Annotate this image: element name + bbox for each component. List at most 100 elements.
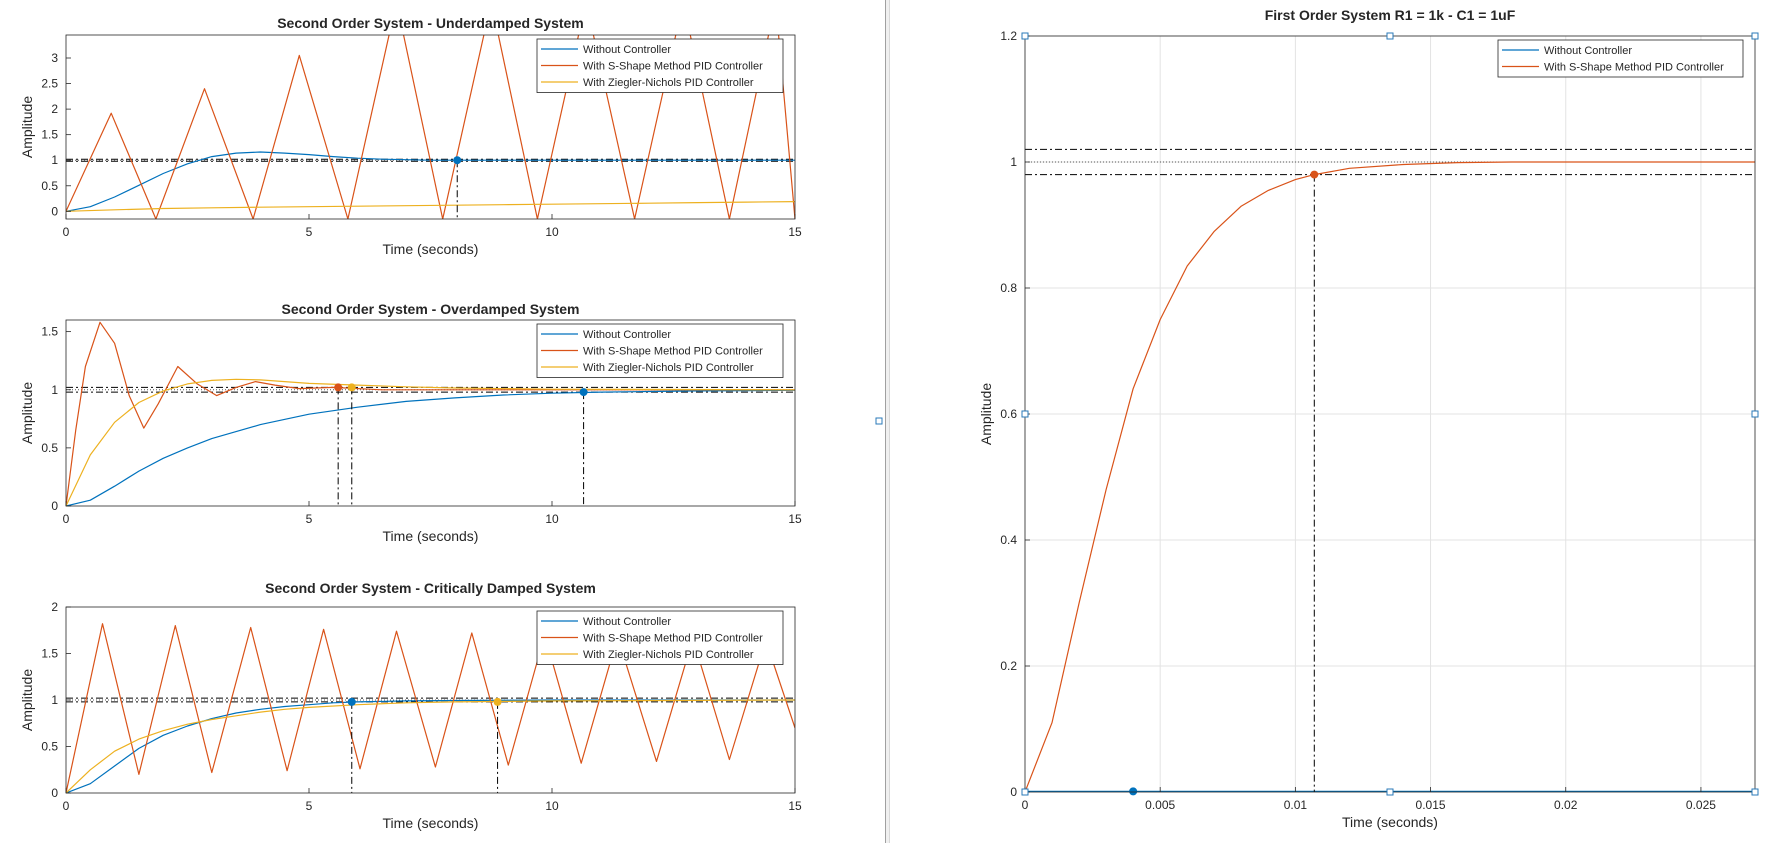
x-tick-label: 10 xyxy=(545,512,559,526)
legend[interactable]: Without Controller With S-Shape Method PI… xyxy=(536,610,784,665)
y-tick-label: 0 xyxy=(51,204,58,218)
x-tick-label: 15 xyxy=(788,225,802,239)
selection-handle[interactable] xyxy=(1021,410,1029,418)
panel-resize-handle[interactable] xyxy=(875,417,883,425)
chart-title: Second Order System - Underdamped System xyxy=(277,15,584,31)
legend-entry: Without Controller xyxy=(1544,45,1632,57)
x-tick-label: 5 xyxy=(306,512,313,526)
x-tick-label: 0.02 xyxy=(1554,798,1578,812)
series-line-s_shape xyxy=(66,321,795,506)
settling-time-marker[interactable] xyxy=(453,156,462,165)
chart-critically-damped[interactable]: 0 5 10 15 0 0.5 1 1.5 2 Second Order System - Cri… xyxy=(0,562,885,843)
x-tick-label: 0.01 xyxy=(1284,798,1308,812)
settling-time-marker[interactable] xyxy=(1129,787,1138,796)
series-line-without xyxy=(66,699,795,793)
axes-box xyxy=(65,34,796,220)
legend-entry: Without Controller xyxy=(583,616,671,628)
chart-title: Second Order System - Overdamped System xyxy=(282,301,580,317)
x-tick-label: 5 xyxy=(306,799,313,813)
y-tick-label: 3 xyxy=(51,51,58,65)
y-tick-label: 0.5 xyxy=(41,441,58,455)
y-tick-label: 0.4 xyxy=(1000,533,1017,547)
legend-entry: With Ziegler-Nichols PID Controller xyxy=(583,362,754,374)
x-axis-label: Time (seconds) xyxy=(383,528,479,544)
x-tick-label: 15 xyxy=(788,512,802,526)
y-tick-label: 0 xyxy=(1010,785,1017,799)
legend-entry: With Ziegler-Nichols PID Controller xyxy=(583,649,754,661)
right-figure-panel: 0 0.005 0.01 0.015 0.02 0.025 0 0.2 0.4 0.6 0.8 1 1.… xyxy=(890,0,1773,843)
selection-handle[interactable] xyxy=(1386,788,1394,796)
series-line-zn xyxy=(66,201,795,212)
y-axis-label: Amplitude xyxy=(978,383,994,445)
legend-entry: Without Controller xyxy=(583,44,671,56)
y-tick-label: 0.5 xyxy=(41,179,58,193)
settling-time-marker[interactable] xyxy=(347,697,356,706)
y-tick-label: 2 xyxy=(51,600,58,614)
series-line-without xyxy=(66,389,795,506)
x-tick-label: 10 xyxy=(545,799,559,813)
chart-underdamped[interactable]: 0 5 10 15 0 0.5 1 1.5 2 2.5 3 Second Order System -… xyxy=(0,0,885,281)
y-axis-label: Amplitude xyxy=(19,669,35,731)
x-tick-label: 0 xyxy=(63,225,70,239)
x-axis-label: Time (seconds) xyxy=(1342,814,1438,830)
selection-handle[interactable] xyxy=(1021,788,1029,796)
y-tick-label: 0.2 xyxy=(1000,659,1017,673)
y-tick-label: 0 xyxy=(51,499,58,513)
legend-entry: With S-Shape Method PID Controller xyxy=(1544,62,1724,74)
selection-handle[interactable] xyxy=(1751,32,1759,40)
legend-entry: With Ziegler-Nichols PID Controller xyxy=(583,77,754,89)
y-tick-label: 2.5 xyxy=(41,77,58,91)
chart-first-order[interactable]: 0 0.005 0.01 0.015 0.02 0.025 0 0.2 0.4 0.6 0.8 1 1.… xyxy=(890,0,1773,843)
y-tick-label: 1.5 xyxy=(41,647,58,661)
selection-handle[interactable] xyxy=(1386,32,1394,40)
y-tick-label: 0.8 xyxy=(1000,281,1017,295)
selection-handle[interactable] xyxy=(1021,32,1029,40)
x-tick-label: 0.015 xyxy=(1416,798,1446,812)
x-tick-label: 5 xyxy=(306,225,313,239)
panel-divider[interactable] xyxy=(885,0,890,843)
legend-entry: With S-Shape Method PID Controller xyxy=(583,633,763,645)
y-tick-label: 1 xyxy=(1010,155,1017,169)
series-line-s_shape xyxy=(66,623,795,793)
settling-time-marker[interactable] xyxy=(347,383,356,392)
series-line-zn xyxy=(66,699,795,793)
y-tick-label: 0.5 xyxy=(41,740,58,754)
legend-entry: Without Controller xyxy=(583,329,671,341)
selection-handle[interactable] xyxy=(1751,788,1759,796)
x-tick-label: 0.025 xyxy=(1686,798,1716,812)
settling-time-marker[interactable] xyxy=(1310,170,1319,179)
x-tick-label: 15 xyxy=(788,799,802,813)
x-tick-label: 0.005 xyxy=(1145,798,1175,812)
x-axis-label: Time (seconds) xyxy=(383,815,479,831)
axes-box xyxy=(65,319,796,507)
settling-time-marker[interactable] xyxy=(493,697,502,706)
settling-time-marker[interactable] xyxy=(579,388,588,397)
settling-time-marker[interactable] xyxy=(334,383,343,392)
y-axis-label: Amplitude xyxy=(19,96,35,158)
x-tick-label: 0 xyxy=(1022,798,1029,812)
y-tick-label: 1 xyxy=(51,383,58,397)
x-tick-label: 0 xyxy=(63,799,70,813)
legend[interactable]: Without Controller With S-Shape Method PI… xyxy=(1497,39,1744,78)
y-tick-label: 1.2 xyxy=(1000,29,1017,43)
chart-title: First Order System R1 = 1k - C1 = 1uF xyxy=(1265,7,1516,23)
legend-entry: With S-Shape Method PID Controller xyxy=(583,61,763,73)
legend[interactable]: Without Controller With S-Shape Method PI… xyxy=(536,38,784,93)
chart-title: Second Order System - Critically Damped … xyxy=(265,580,596,596)
left-figure-panel: 0 5 10 15 0 0.5 1 1.5 2 2.5 3 Second Order System -… xyxy=(0,0,885,843)
y-tick-label: 0.6 xyxy=(1000,407,1017,421)
y-axis-label: Amplitude xyxy=(19,382,35,444)
y-tick-label: 2 xyxy=(51,102,58,116)
selection-handle[interactable] xyxy=(1751,410,1759,418)
y-tick-label: 1.5 xyxy=(41,128,58,142)
legend[interactable]: Without Controller With S-Shape Method PI… xyxy=(536,323,784,378)
series-line-s_shape xyxy=(1025,161,1755,792)
legend-entry: With S-Shape Method PID Controller xyxy=(583,346,763,358)
x-axis-label: Time (seconds) xyxy=(383,241,479,257)
y-tick-label: 1 xyxy=(51,153,58,167)
y-tick-label: 1 xyxy=(51,693,58,707)
y-tick-label: 0 xyxy=(51,786,58,800)
x-tick-label: 0 xyxy=(63,512,70,526)
chart-overdamped[interactable]: 0 5 10 15 0 0.5 1 1.5 Second Order System - Over… xyxy=(0,286,885,567)
